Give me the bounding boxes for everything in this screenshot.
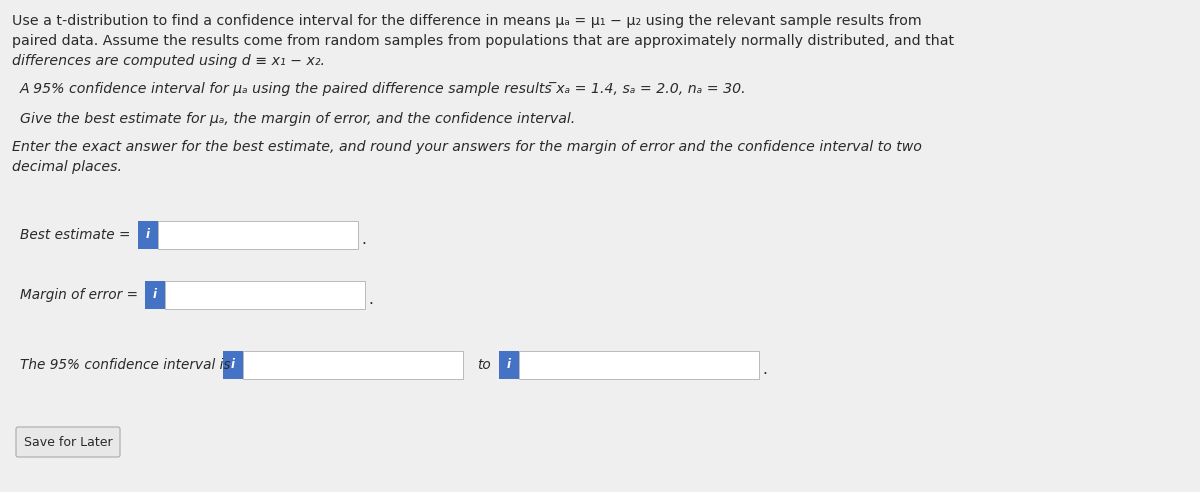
Text: .: . <box>762 362 767 376</box>
FancyBboxPatch shape <box>166 281 365 309</box>
Text: .: . <box>361 232 366 246</box>
FancyBboxPatch shape <box>242 351 463 379</box>
Text: .: . <box>368 291 373 307</box>
FancyBboxPatch shape <box>520 351 760 379</box>
Text: differences are computed using d ≡ x₁ − x₂.: differences are computed using d ≡ x₁ − … <box>12 54 325 68</box>
Text: Margin of error =: Margin of error = <box>20 288 138 302</box>
Text: A 95% confidence interval for μₐ using the paired difference sample results ̅xₐ : A 95% confidence interval for μₐ using t… <box>20 82 746 96</box>
Text: i: i <box>230 359 235 371</box>
Text: to: to <box>478 358 491 372</box>
FancyBboxPatch shape <box>16 427 120 457</box>
FancyBboxPatch shape <box>499 351 520 379</box>
Text: decimal places.: decimal places. <box>12 160 122 174</box>
Text: Enter the exact answer for the best estimate, and round your answers for the mar: Enter the exact answer for the best esti… <box>12 140 922 154</box>
Text: i: i <box>146 228 150 242</box>
FancyBboxPatch shape <box>158 221 358 249</box>
Text: i: i <box>508 359 511 371</box>
Text: paired data. Assume the results come from random samples from populations that a: paired data. Assume the results come fro… <box>12 34 954 48</box>
Text: The 95% confidence interval is: The 95% confidence interval is <box>20 358 230 372</box>
Text: Save for Later: Save for Later <box>24 435 113 449</box>
Text: Use a t-distribution to find a confidence interval for the difference in means μ: Use a t-distribution to find a confidenc… <box>12 14 922 28</box>
Text: i: i <box>154 288 157 302</box>
FancyBboxPatch shape <box>223 351 242 379</box>
FancyBboxPatch shape <box>138 221 158 249</box>
FancyBboxPatch shape <box>145 281 166 309</box>
Text: Best estimate =: Best estimate = <box>20 228 131 242</box>
Text: Give the best estimate for μₐ, the margin of error, and the confidence interval.: Give the best estimate for μₐ, the margi… <box>20 112 575 126</box>
